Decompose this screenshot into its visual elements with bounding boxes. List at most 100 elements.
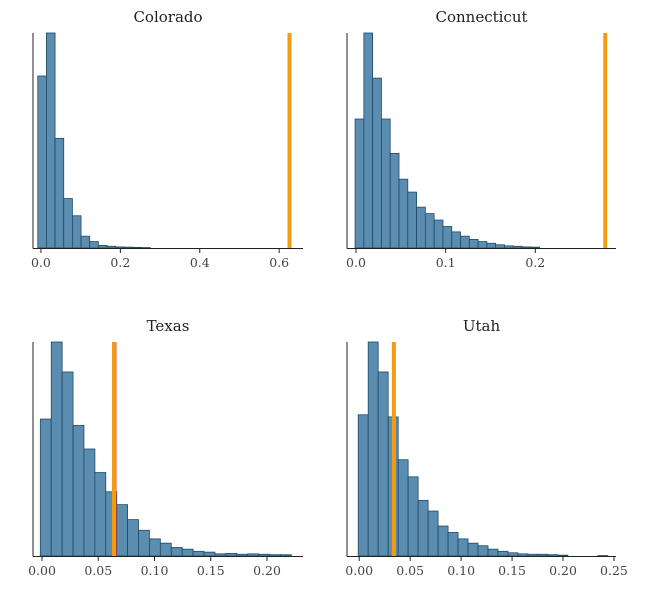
histogram-bar: [451, 231, 461, 249]
histogram-bar: [477, 241, 488, 249]
x-tick-label: 0.25: [600, 563, 628, 578]
panel-connecticut: Connecticut 0.0 0.1 0.2: [346, 8, 616, 270]
panel-texas: Texas 0.00 0.05 0.10 0.15 0.20: [28, 317, 303, 578]
histogram-bar: [247, 553, 259, 557]
histogram-bar: [512, 245, 523, 249]
x-tick-label: 0.00: [345, 563, 373, 578]
histogram-bar: [127, 519, 139, 557]
histogram-bar: [269, 554, 281, 557]
histogram-bar: [377, 371, 389, 557]
histogram-bar: [39, 418, 52, 557]
histogram-bar: [407, 476, 419, 557]
x-tick-label: 0.20: [549, 563, 577, 578]
histogram-bar: [437, 525, 449, 557]
histogram-bar: [37, 75, 47, 249]
histogram-bar: [94, 472, 107, 557]
histogram-bar: [517, 553, 529, 557]
panel-title: Colorado: [133, 8, 202, 26]
histogram-bar: [115, 246, 125, 249]
histogram-bar: [416, 206, 426, 249]
histogram-bar: [236, 553, 249, 557]
histogram-bar: [507, 552, 519, 557]
histogram-bar: [557, 554, 569, 557]
histogram-bar: [367, 341, 379, 557]
x-tick-label: 0.20: [253, 563, 281, 578]
histogram-bar: [468, 238, 479, 249]
x-tick-label: 0.00: [28, 563, 56, 578]
histogram-bar: [398, 178, 409, 249]
histogram-bar: [138, 529, 150, 557]
panel-colorado: Colorado 0.0 0.2 0.4 0.6: [31, 8, 303, 270]
histogram-bar: [527, 553, 539, 557]
histogram-bar: [537, 553, 549, 557]
histogram-bar: [159, 542, 172, 557]
histogram-bar: [116, 504, 129, 557]
histogram-bar: [427, 510, 439, 557]
panel-title: Utah: [463, 317, 501, 335]
histogram-bar: [447, 532, 459, 557]
histogram-bar: [54, 137, 65, 249]
histogram-bar: [170, 547, 183, 557]
histogram-bar: [106, 245, 117, 249]
histogram-bar: [89, 241, 99, 249]
histogram-bar: [417, 499, 429, 557]
histogram-bar: [192, 550, 205, 557]
x-tick-label: 0.1: [436, 255, 456, 270]
histogram-bar: [442, 226, 453, 249]
histogram-bar: [279, 554, 292, 557]
histogram-bar: [497, 550, 509, 557]
x-tick-label: 0.2: [110, 255, 130, 270]
panel-utah: Utah 0.00 0.05 0.10 0.15 0.20 0.25: [345, 317, 628, 578]
histogram-bar: [72, 425, 85, 557]
histogram-bar: [372, 77, 382, 249]
histogram-bar: [149, 538, 161, 557]
histogram-bar: [424, 213, 435, 249]
histogram-bar: [381, 118, 391, 249]
x-tick-label: 0.05: [396, 563, 424, 578]
histogram-bar: [123, 246, 134, 249]
histogram-bars: [37, 32, 151, 249]
panel-title: Connecticut: [435, 8, 527, 26]
histogram-bar: [397, 459, 409, 557]
histogram-bar: [460, 235, 470, 249]
x-tick-label: 0.10: [141, 563, 169, 578]
histogram-bar: [214, 553, 227, 557]
histogram-bar: [547, 554, 559, 557]
histogram-bar: [407, 191, 417, 249]
histogram-bar: [363, 32, 374, 249]
histogram-bar: [181, 548, 194, 557]
x-tick-label: 0.6: [269, 255, 289, 270]
histogram-bar: [357, 414, 369, 557]
histogram-bar: [467, 542, 479, 557]
histogram-bar: [225, 553, 238, 557]
histogram-bar: [354, 118, 365, 249]
histogram-bar: [61, 371, 74, 557]
histogram-bar: [495, 244, 505, 249]
histogram-bar: [521, 246, 532, 249]
histogram-bar: [46, 32, 56, 249]
histogram-bar: [258, 553, 270, 557]
histogram-bar: [63, 198, 73, 249]
x-tick-label: 0.2: [525, 255, 545, 270]
x-tick-label: 0.10: [447, 563, 475, 578]
histogram-bar: [132, 246, 143, 249]
x-tick-label: 0.0: [346, 255, 366, 270]
x-tick-label: 0.15: [197, 563, 225, 578]
histogram-bar: [203, 551, 216, 557]
histogram-bar: [433, 219, 444, 249]
histogram-bars: [39, 341, 292, 557]
x-tick-label: 0.15: [498, 563, 526, 578]
histogram-bar: [83, 448, 96, 557]
histogram-bar: [50, 341, 63, 557]
histogram-bar: [477, 545, 489, 557]
histogram-bar: [457, 538, 469, 557]
x-tick-label: 0.4: [190, 255, 210, 270]
histogram-bars: [354, 32, 541, 249]
histogram-bar: [487, 548, 499, 557]
histogram-bar: [71, 215, 82, 249]
x-tick-label: 0.05: [84, 563, 112, 578]
histogram-bar: [530, 246, 541, 249]
histogram-bar: [80, 235, 91, 249]
histogram-bar: [97, 245, 108, 249]
histogram-bar: [504, 245, 514, 249]
